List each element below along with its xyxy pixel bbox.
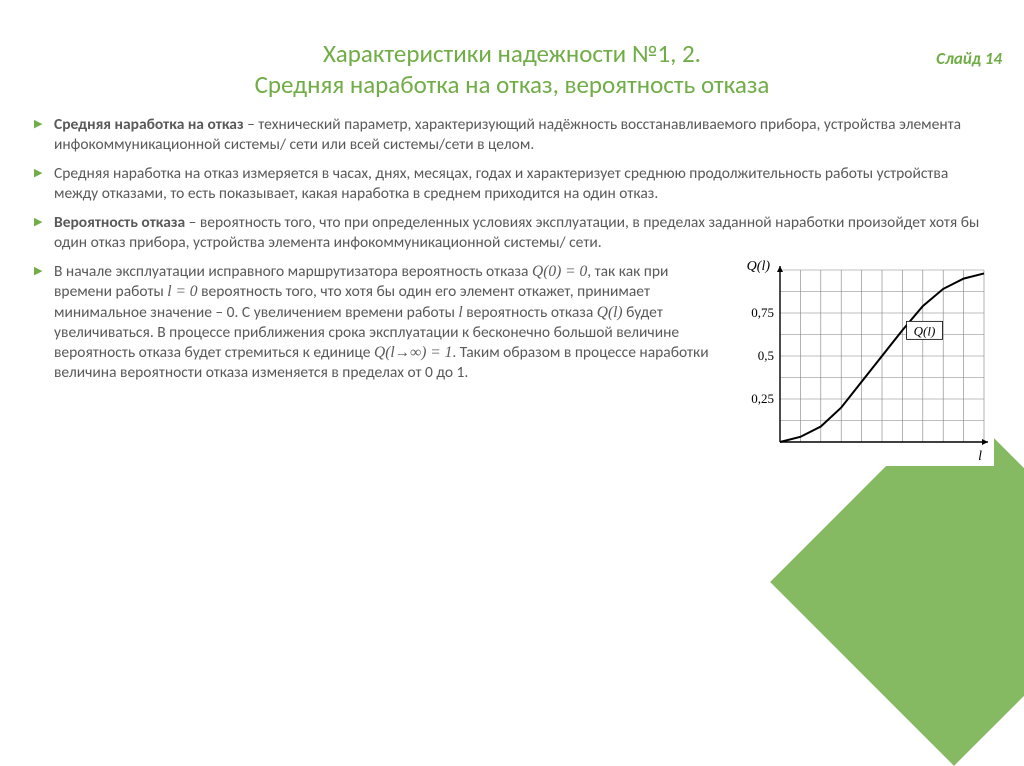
chart-container: 0,25 0,5 0,75 Q(l) l Q(l) [734, 256, 994, 466]
b4-m4: Q(l) [597, 304, 623, 321]
bullet-4-row: В начале эксплуатации исправного маршрут… [54, 262, 994, 466]
bullet-4-text-col: В начале эксплуатации исправного маршрут… [54, 262, 718, 383]
bullet-1-term: Средняя наработка на отказ [54, 115, 244, 134]
svg-text:0,75: 0,75 [751, 305, 774, 320]
slide-title: Характеристики надежности №1, 2. Средняя… [40, 38, 984, 101]
failure-probability-chart: 0,25 0,5 0,75 Q(l) l Q(l) [734, 256, 994, 466]
bullet-1: Средняя наработка на отказ – технический… [34, 115, 994, 155]
svg-text:Q(l): Q(l) [914, 324, 936, 339]
svg-text:0,25: 0,25 [751, 391, 774, 406]
bullet-4: В начале эксплуатации исправного маршрут… [34, 262, 994, 466]
bullet-3-text: – вероятность того, что при определенных… [54, 213, 979, 252]
title-line-1: Характеристики надежности №1, 2. [323, 38, 701, 69]
b4-m2: l = 0 [167, 283, 197, 300]
bullet-list: Средняя наработка на отказ – технический… [34, 115, 994, 467]
b4-p1: В начале эксплуатации исправного маршрут… [54, 262, 532, 281]
slide-number: Слайд 14 [936, 48, 1002, 69]
bullet-3: Вероятность отказа – вероятность того, ч… [34, 213, 994, 253]
bullet-3-term: Вероятность отказа [54, 213, 185, 232]
bullet-2: Средняя наработка на отказ измеряется в … [34, 164, 994, 204]
b4-m1: Q(0) = 0 [532, 263, 587, 280]
title-line-2: Средняя наработка на отказ, вероятность … [255, 69, 770, 100]
b4-m5: Q(l→∞) = 1 [374, 344, 452, 361]
bullet-2-text: Средняя наработка на отказ измеряется в … [54, 164, 948, 203]
svg-text:l: l [978, 449, 982, 464]
b4-p4: вероятность отказа [463, 303, 597, 322]
svg-text:Q(l): Q(l) [747, 259, 771, 274]
content-area: Средняя наработка на отказ – технический… [0, 115, 1024, 467]
svg-text:0,5: 0,5 [758, 348, 774, 363]
